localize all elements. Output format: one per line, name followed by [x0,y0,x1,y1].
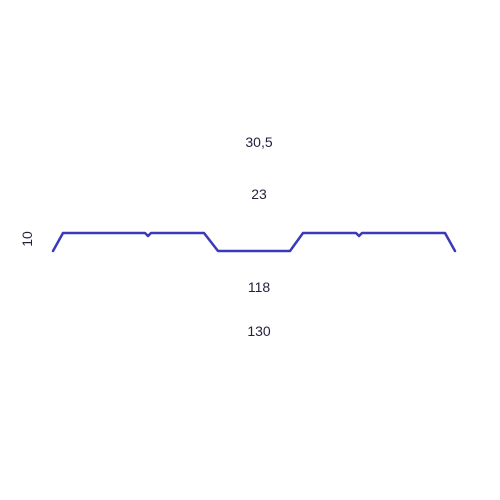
dimension-label-30-5: 30,5 [245,134,272,150]
dimension-label-118: 118 [248,279,270,295]
dimension-label-130: 130 [247,323,270,339]
profile-diagram [0,0,500,500]
dimension-label-10: 10 [19,231,35,247]
profile-path [53,233,455,251]
dimension-label-23: 23 [251,186,267,202]
